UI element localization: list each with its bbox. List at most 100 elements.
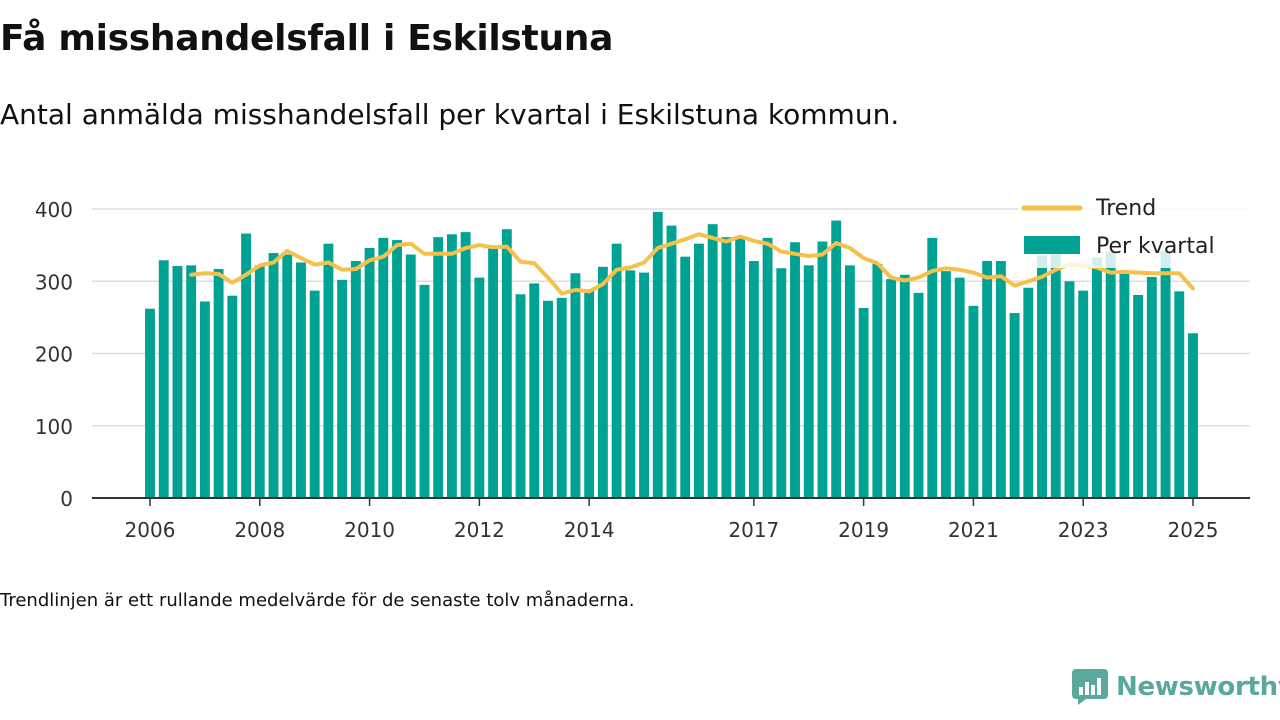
- trend-line: [189, 232, 1195, 296]
- bar: [803, 265, 814, 498]
- bar: [1105, 251, 1116, 498]
- bar: [1078, 290, 1089, 498]
- bar: [844, 265, 855, 498]
- bar: [378, 237, 389, 498]
- bar: [543, 300, 553, 498]
- bar: [735, 237, 746, 499]
- bar: [748, 261, 759, 498]
- bar: [968, 305, 979, 498]
- bar: [145, 308, 155, 498]
- bar: [899, 274, 910, 498]
- bar: [254, 265, 265, 498]
- bar: [323, 243, 334, 498]
- bar: [913, 292, 924, 498]
- bar: [213, 268, 224, 498]
- x-tick-label: 2025: [1168, 518, 1219, 542]
- x-tick-label: 2014: [564, 518, 615, 542]
- bar: [707, 224, 718, 499]
- bar: [337, 279, 348, 498]
- bar: [1188, 333, 1198, 498]
- bar: [652, 211, 663, 498]
- bar: [460, 232, 471, 498]
- bar: [1037, 255, 1047, 498]
- bar: [474, 277, 485, 498]
- bar: [433, 237, 444, 499]
- bar: [1119, 274, 1130, 498]
- bar: [350, 261, 361, 498]
- bar: [488, 247, 499, 498]
- bar: [886, 279, 897, 498]
- newsworthy-logo-icon: [1072, 669, 1108, 705]
- y-tick-label: 300: [35, 270, 73, 294]
- bar: [309, 290, 320, 498]
- bar: [817, 241, 828, 498]
- brand-logo[interactable]: Newsworthy: [1072, 666, 1280, 708]
- legend-trend-label: Trend: [1095, 196, 1156, 221]
- bar: [515, 294, 526, 498]
- bar: [776, 268, 787, 498]
- bar: [268, 253, 279, 498]
- bar: [1133, 294, 1144, 498]
- bar: [666, 225, 677, 498]
- x-tick-label: 2019: [838, 518, 889, 542]
- bar: [199, 301, 210, 498]
- bar: [872, 263, 883, 498]
- legend-bar-swatch: [1024, 236, 1080, 254]
- trend-series: [189, 232, 1195, 296]
- bar: [762, 237, 773, 498]
- y-tick-label: 400: [35, 198, 73, 222]
- bar: [1160, 250, 1171, 498]
- bar: [570, 273, 581, 498]
- x-axis-ticks: 2006 2008 2010 2012 2014 2017 2019 2021 2023 2025: [125, 498, 1219, 542]
- chart-subtitle: Antal anmälda misshandelsfall per kvarta…: [0, 98, 900, 131]
- bar: [296, 262, 306, 498]
- brand-name: Newsworthy: [1116, 672, 1280, 702]
- chart-title: Få misshandelsfall i Eskilstuna: [0, 18, 614, 59]
- bar: [419, 284, 430, 498]
- legend: Trend Per kvartal: [1018, 192, 1250, 268]
- bar: [172, 266, 183, 498]
- bar: [584, 290, 595, 498]
- x-tick-label: 2021: [948, 518, 999, 542]
- legend-bar-label: Per kvartal: [1096, 234, 1215, 259]
- bar: [1091, 257, 1102, 498]
- bar: [1064, 281, 1075, 498]
- bar: [405, 254, 416, 498]
- bar: [227, 295, 238, 498]
- y-tick-label: 0: [60, 487, 73, 511]
- bar: [1023, 287, 1034, 498]
- bar: [282, 254, 293, 498]
- bar: [392, 240, 402, 498]
- x-tick-label: 2023: [1058, 518, 1109, 542]
- bar: [858, 307, 869, 498]
- bar: [680, 256, 691, 498]
- bar: [831, 220, 842, 498]
- bar: [186, 265, 197, 498]
- bar: [501, 229, 512, 499]
- footnote: Trendlinjen är ett rullande medelvärde f…: [0, 590, 635, 611]
- bar: [639, 272, 649, 498]
- bar: [625, 270, 636, 498]
- bar: [241, 233, 252, 498]
- y-axis-ticks: 0 100 200 300 400: [35, 198, 73, 511]
- y-tick-label: 200: [35, 343, 73, 367]
- bar: [446, 234, 457, 498]
- bar: [556, 297, 567, 498]
- x-tick-label: 2008: [234, 518, 285, 542]
- bar: [954, 277, 965, 498]
- bar: [1146, 276, 1157, 498]
- bar: [721, 237, 732, 499]
- bar: [941, 271, 951, 498]
- bar: [364, 248, 375, 498]
- bar: [1050, 252, 1061, 498]
- bar: [927, 237, 938, 498]
- x-tick-label: 2006: [125, 518, 176, 542]
- legend-background: [1018, 192, 1250, 268]
- x-tick-label: 2017: [728, 518, 779, 542]
- bar-series: [145, 211, 1198, 499]
- bar: [597, 266, 608, 498]
- bar: [790, 242, 800, 498]
- bar: [995, 261, 1006, 498]
- bar: [529, 283, 540, 498]
